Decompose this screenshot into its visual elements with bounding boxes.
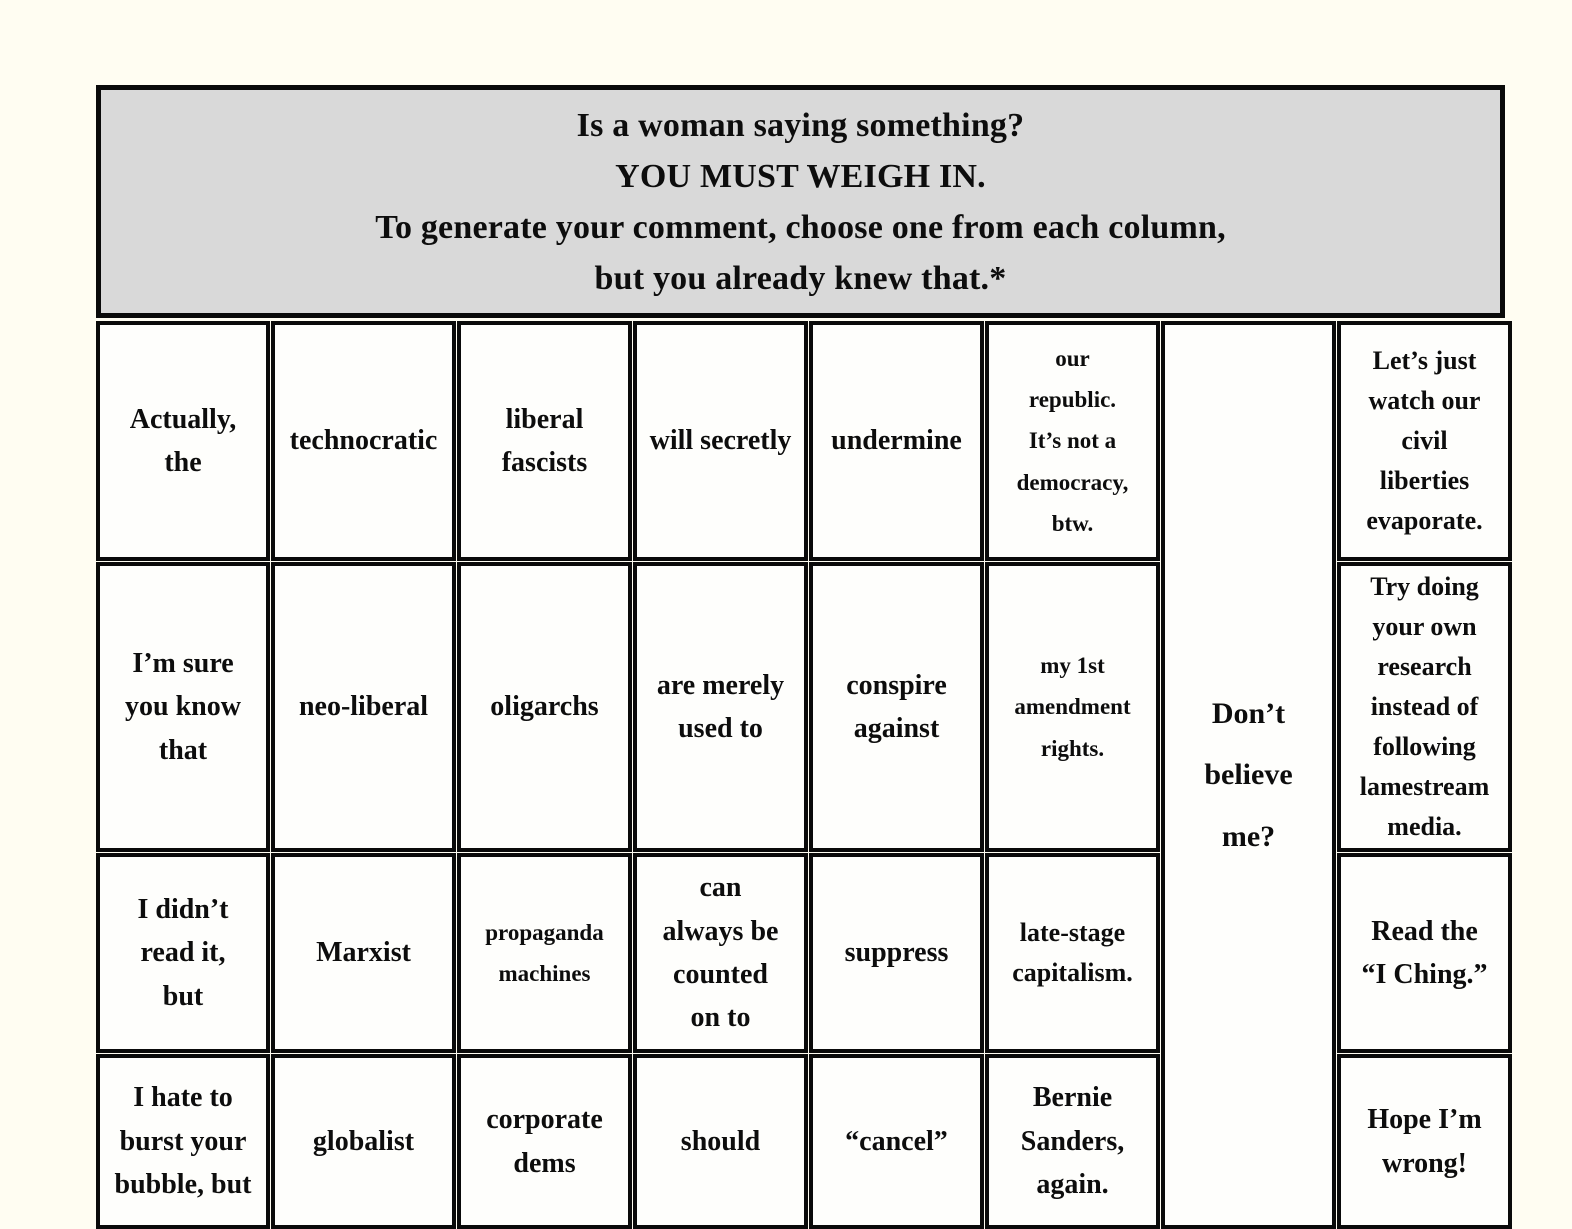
cell-believe-me: Don’t believe me?	[1161, 321, 1336, 1229]
cell-subject-4: corporate dems	[457, 1054, 632, 1229]
cell-adjective-1: technocratic	[271, 321, 456, 561]
cell-closer-2: Try doing your own research instead of f…	[1337, 562, 1512, 852]
cell-closer-4: Hope I’m wrong!	[1337, 1054, 1512, 1229]
cell-action-3: suppress	[809, 853, 984, 1053]
cell-action-2: conspire against	[809, 562, 984, 852]
cell-closer-3: Read the “I Ching.”	[1337, 853, 1512, 1053]
cell-object-2: my 1st amendment rights.	[985, 562, 1160, 852]
cell-subject-3: propaganda machines	[457, 853, 632, 1053]
cell-verbphrase-4: should	[633, 1054, 808, 1229]
cell-verbphrase-1: will secretly	[633, 321, 808, 561]
cell-object-4: Bernie Sanders, again.	[985, 1054, 1160, 1229]
table-header: Is a woman saying something? YOU MUST WE…	[96, 85, 1505, 318]
cell-action-1: undermine	[809, 321, 984, 561]
cell-adjective-3: Marxist	[271, 853, 456, 1053]
cell-adjective-4: globalist	[271, 1054, 456, 1229]
cell-adjective-2: neo-liberal	[271, 562, 456, 852]
choice-grid: Actually, the technocratic liberal fasci…	[96, 321, 1512, 1229]
cell-closer-1: Let’s just watch our civil liberties eva…	[1337, 321, 1512, 561]
cell-verbphrase-2: are merely used to	[633, 562, 808, 852]
cell-opener-1: Actually, the	[96, 321, 270, 561]
cell-opener-4: I hate to burst your bubble, but	[96, 1054, 270, 1229]
cell-subject-2: oligarchs	[457, 562, 632, 852]
cell-object-1: our republic. It’s not a democracy, btw.	[985, 321, 1160, 561]
cell-subject-1: liberal fascists	[457, 321, 632, 561]
cell-action-4: “cancel”	[809, 1054, 984, 1229]
cell-opener-2: I’m sure you know that	[96, 562, 270, 852]
comment-generator-table: Is a woman saying something? YOU MUST WE…	[96, 85, 1512, 1229]
cell-verbphrase-3: can always be counted on to	[633, 853, 808, 1053]
cell-object-3: late-stage capitalism.	[985, 853, 1160, 1053]
cell-opener-3: I didn’t read it, but	[96, 853, 270, 1053]
